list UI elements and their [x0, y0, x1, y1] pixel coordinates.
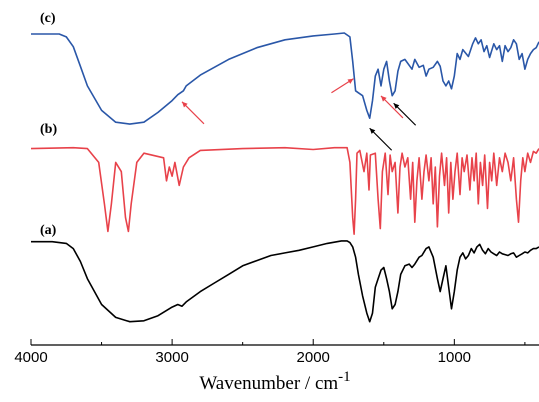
arrow-head [380, 95, 387, 102]
spectrum-label-c: (c) [40, 11, 56, 26]
arrow-head [181, 101, 188, 108]
annotation-arrow [393, 102, 417, 126]
spectrum-line-c [31, 32, 539, 125]
x-axis-title: Wavenumber / cm-1 [199, 369, 350, 394]
spectrum-label-b: (b) [40, 122, 57, 137]
spectrum-line-b [30, 146, 539, 235]
annotation-arrow [380, 95, 404, 119]
arrow-head [347, 78, 354, 84]
spectrum-line-a [31, 240, 539, 323]
x-tick-label: 4000 [14, 349, 47, 366]
x-tick-label: 1000 [438, 349, 471, 366]
x-tick-label: 2000 [297, 349, 330, 366]
x-tick-label: 3000 [155, 349, 188, 366]
annotation-arrow [369, 127, 393, 151]
arrow-head [393, 103, 400, 109]
annotation-arrow [331, 78, 354, 94]
annotation-arrow [181, 101, 205, 125]
spectrum-label-a: (a) [40, 223, 57, 238]
arrow-head [369, 128, 376, 134]
